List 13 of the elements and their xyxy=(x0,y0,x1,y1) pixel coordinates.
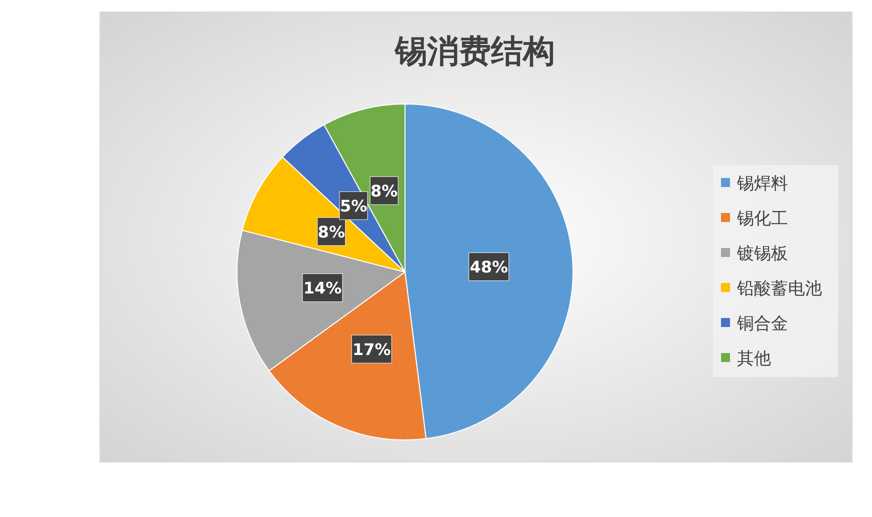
data-label: 8% xyxy=(318,222,345,242)
data-label: 5% xyxy=(340,196,368,216)
data-label: 8% xyxy=(370,182,398,201)
chart-title: 锡消费结构 xyxy=(394,32,555,70)
legend-label: 铜合金 xyxy=(736,314,788,334)
legend-label: 镀锡板 xyxy=(736,244,788,264)
data-label: 14% xyxy=(303,278,342,298)
data-label: 48% xyxy=(470,258,508,277)
legend-label: 锡焊料 xyxy=(736,174,788,194)
legend-label: 锡化工 xyxy=(736,209,788,229)
data-label: 17% xyxy=(352,340,391,360)
legend-label: 其他 xyxy=(737,349,771,369)
legend-label: 铅酸蓄电池 xyxy=(736,279,822,299)
